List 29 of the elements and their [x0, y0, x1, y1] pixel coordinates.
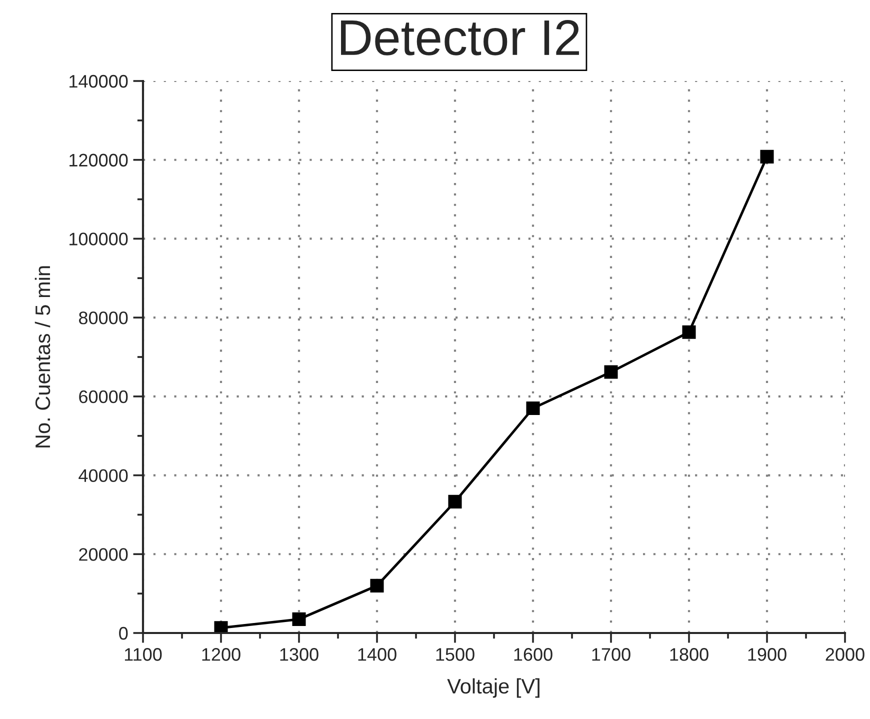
x-tick-label: 1400	[358, 648, 396, 661]
y-tick-label: 140000	[70, 74, 128, 88]
point	[370, 578, 384, 592]
y-tick-label: 0	[119, 626, 128, 640]
point	[682, 325, 696, 339]
y-tick-label: 60000	[79, 390, 128, 404]
y-tick-label: 120000	[70, 154, 128, 167]
y-tick-label: 100000	[70, 232, 128, 246]
x-tick-label: 1800	[670, 648, 708, 661]
point	[526, 401, 540, 416]
y-tick-label: 40000	[78, 469, 128, 482]
x-tick-label: 1500	[436, 648, 474, 661]
x-tick-label: 1700	[592, 648, 630, 661]
x-tick-label: 1200	[202, 648, 240, 661]
y-tick-label: 80000	[79, 312, 128, 324]
point	[760, 150, 774, 164]
chart-title: Detector I2	[341, 20, 579, 56]
point	[448, 494, 462, 508]
y-axis-title: No. Cuentas / 5 min	[34, 266, 50, 448]
x-tick-label: 1100	[124, 648, 162, 661]
y-tick-label: 20000	[79, 548, 128, 561]
point	[214, 621, 228, 633]
x-axis-title: Voltaje [V]	[447, 678, 540, 698]
x-tick-label: 1900	[748, 648, 786, 661]
x-tick-label: 2000	[826, 648, 864, 661]
point	[604, 365, 618, 379]
x-tick-label: 1600	[514, 648, 552, 661]
x-tick-label: 1300	[280, 648, 318, 661]
point	[292, 612, 306, 626]
